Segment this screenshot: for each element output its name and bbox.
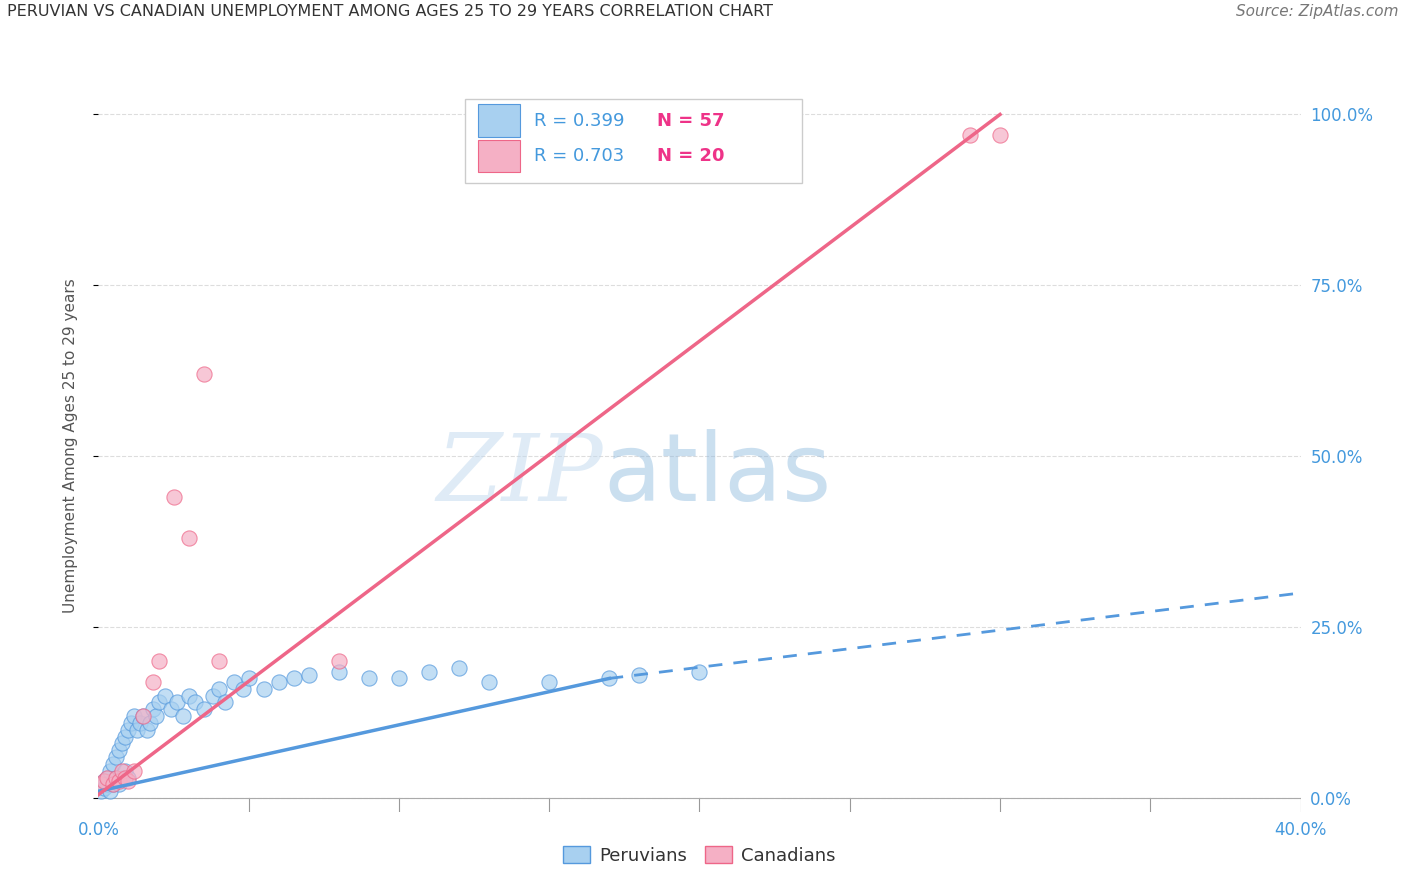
Point (138, 715, 160, 730)
Point (159, 702, 181, 716)
Point (183, 695, 205, 709)
Point (114, 730, 136, 744)
Point (538, 674, 561, 689)
Point (208, 681, 231, 696)
Text: R = 0.703: R = 0.703 (534, 146, 624, 165)
Point (93, 774, 115, 789)
Point (103, 777, 125, 791)
Point (121, 715, 143, 730)
Point (90, 784, 112, 798)
Point (253, 681, 276, 696)
Point (127, 723, 149, 737)
Point (959, 128, 981, 142)
Point (208, 654, 231, 668)
Point (105, 771, 128, 785)
Point (93, 774, 115, 789)
Point (222, 674, 245, 689)
FancyBboxPatch shape (478, 139, 520, 171)
Point (124, 764, 146, 778)
Point (141, 702, 163, 716)
Point (628, 668, 651, 682)
Point (418, 665, 440, 679)
Point (103, 756, 125, 771)
Point (135, 723, 157, 737)
Point (93, 780, 115, 795)
Point (357, 672, 380, 686)
Point (177, 689, 200, 703)
Point (141, 674, 163, 689)
Text: N = 20: N = 20 (658, 146, 725, 165)
Point (114, 764, 136, 778)
Point (162, 490, 184, 504)
Point (111, 736, 134, 750)
Point (96, 777, 118, 791)
Point (283, 672, 305, 686)
Point (238, 672, 260, 686)
FancyBboxPatch shape (465, 99, 801, 183)
Point (90, 777, 112, 791)
Point (478, 674, 501, 689)
Point (132, 709, 155, 723)
Point (111, 764, 134, 778)
Point (232, 681, 254, 696)
Point (111, 771, 134, 785)
Legend: Peruvians, Canadians: Peruvians, Canadians (555, 839, 844, 872)
Point (166, 695, 188, 709)
FancyBboxPatch shape (478, 104, 520, 136)
Point (172, 709, 194, 723)
Point (177, 531, 200, 545)
Point (100, 764, 122, 778)
Point (103, 777, 125, 791)
Point (132, 709, 155, 723)
Point (214, 695, 236, 709)
Point (108, 774, 131, 789)
Point (988, 128, 1011, 142)
Point (689, 665, 711, 679)
Point (148, 654, 170, 668)
Point (108, 777, 131, 791)
Point (105, 750, 128, 764)
Point (153, 689, 176, 703)
Point (447, 661, 470, 675)
Point (388, 672, 411, 686)
Text: PERUVIAN VS CANADIAN UNEMPLOYMENT AMONG AGES 25 TO 29 YEARS CORRELATION CHART: PERUVIAN VS CANADIAN UNEMPLOYMENT AMONG … (7, 4, 773, 20)
Point (267, 674, 290, 689)
Point (117, 723, 139, 737)
Point (124, 709, 146, 723)
Point (598, 672, 620, 686)
Point (193, 702, 215, 716)
Text: atlas: atlas (603, 429, 831, 521)
Point (129, 715, 152, 730)
Point (328, 654, 350, 668)
Text: Source: ZipAtlas.com: Source: ZipAtlas.com (1236, 4, 1399, 20)
Point (328, 665, 350, 679)
Point (117, 774, 139, 789)
Point (193, 368, 215, 382)
Point (108, 743, 131, 757)
Point (96, 771, 118, 785)
Point (201, 689, 224, 703)
Point (117, 771, 139, 785)
Point (96, 771, 118, 785)
Text: R = 0.399: R = 0.399 (534, 112, 624, 129)
Point (105, 771, 128, 785)
Text: ZIP: ZIP (437, 430, 603, 520)
Point (145, 709, 167, 723)
Point (100, 784, 122, 798)
Text: N = 57: N = 57 (658, 112, 725, 129)
Y-axis label: Unemployment Among Ages 25 to 29 years: Unemployment Among Ages 25 to 29 years (63, 278, 77, 614)
Point (90, 777, 112, 791)
Point (114, 771, 136, 785)
Point (298, 668, 321, 682)
Point (148, 695, 170, 709)
